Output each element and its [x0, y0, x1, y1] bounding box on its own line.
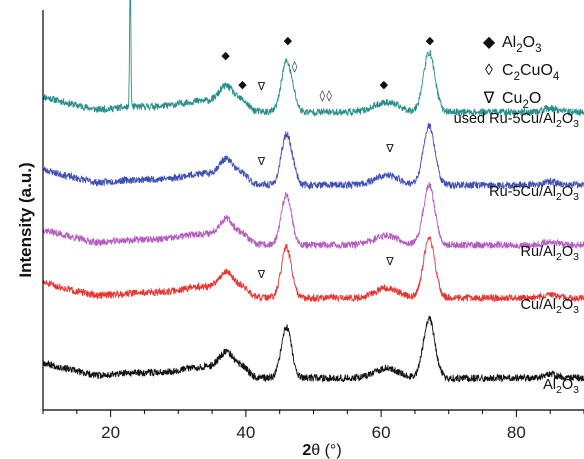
- series-label-4: Al2 O3: [543, 377, 579, 396]
- series-label-0: used Ru-5Cu/Al2 O3: [454, 111, 580, 130]
- x-axis-label: 2θ (°): [302, 442, 341, 459]
- x-tick-label-0: 20: [101, 423, 120, 442]
- axes: 20 40 60 80: [42, 10, 584, 442]
- peak-marker-12: ∇: [257, 268, 266, 281]
- peak-marker-3: ◆: [284, 34, 293, 47]
- x-axis-label-bold: 2: [302, 442, 311, 459]
- peak-marker-11: ∇: [385, 142, 394, 155]
- x-axis-label-unit: (°): [320, 442, 342, 459]
- series-line-1: [42, 122, 584, 191]
- legend-symbol-1: ◊: [485, 62, 493, 79]
- legend-symbol-0: ◆: [483, 34, 496, 51]
- plot-area: used Ru-5Cu/Al2 O3 Ru-5Cu/Al2 O3 Ru/Al2 …: [42, 0, 584, 396]
- x-tick-label-3: 80: [507, 423, 526, 442]
- legend-label-2: Cu2 O: [502, 90, 541, 111]
- series-line-3: [42, 236, 584, 303]
- peak-marker-6: ◊: [326, 89, 332, 102]
- peak-marker-2: ◆: [238, 78, 247, 91]
- peak-marker-10: ∇: [257, 155, 266, 168]
- series-label-3: Cu/Al2 O3: [521, 297, 580, 316]
- x-axis-label-theta: θ: [311, 442, 320, 459]
- series-label-1: Ru-5Cu/Al2 O3: [489, 184, 579, 203]
- legend: ◆ Al2 O3 ◊ C2 CuO4 ∇ Cu2 O: [483, 34, 560, 111]
- series-label-2: Ru/Al2 O3: [521, 244, 580, 263]
- peak-marker-13: ∇: [385, 255, 394, 268]
- legend-label-1: C2 CuO4: [502, 62, 560, 83]
- legend-symbol-2: ∇: [483, 90, 495, 107]
- x-tick-label-1: 40: [236, 423, 255, 442]
- peak-marker-7: ◆: [380, 78, 389, 91]
- peak-marker-9: ∇: [257, 80, 266, 93]
- peak-marker-8: ◆: [426, 34, 435, 47]
- peak-marker-5: ◊: [320, 89, 326, 102]
- series-line-0: [42, 0, 584, 117]
- peak-marker-4: ◊: [292, 60, 298, 73]
- peak-marker-1: ◆: [221, 49, 230, 62]
- series-line-4: [42, 315, 584, 384]
- y-axis-label: Intensity (a.u.): [16, 162, 35, 277]
- x-tick-label-2: 60: [372, 423, 391, 442]
- legend-label-0: Al2 O3: [502, 34, 542, 55]
- series-line-2: [42, 182, 584, 250]
